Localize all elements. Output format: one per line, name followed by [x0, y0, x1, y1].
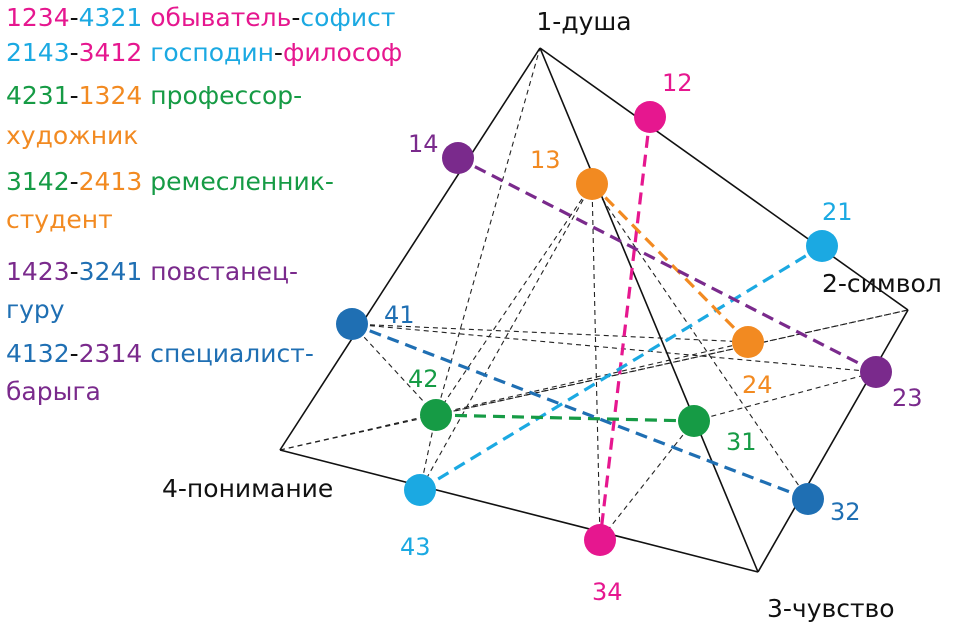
- connection-41-32: [351, 322, 809, 501]
- legend-text: 1324: [79, 81, 143, 110]
- vertex-label-1: 1-душа: [536, 7, 631, 36]
- inner-dashed-line: [351, 323, 437, 416]
- tetrahedron-edge: [279, 449, 759, 573]
- legend-text: 4321: [79, 3, 143, 32]
- legend-text: -: [291, 3, 300, 32]
- legend-line: барыга: [6, 377, 101, 406]
- legend-line: 1234-4321 обыватель-софист: [6, 3, 395, 32]
- legend-text: -: [70, 339, 79, 368]
- inner-dashed-lines: [279, 47, 909, 541]
- point-label-43: 43: [400, 533, 431, 561]
- tetrahedron-edge: [539, 47, 759, 573]
- point-24: [732, 326, 764, 358]
- legend-line: 2143-3412 господин-философ: [6, 38, 402, 67]
- point-label-21: 21: [822, 198, 853, 226]
- legend-text: 4132: [6, 339, 70, 368]
- legend-line: 1423-3241 повстанец-: [6, 257, 298, 286]
- point-label-42: 42: [408, 365, 439, 393]
- point-label-41: 41: [384, 301, 415, 329]
- point-label-14: 14: [408, 130, 439, 158]
- point-13: [576, 168, 608, 200]
- legend-text: 4231: [6, 81, 70, 110]
- point-31: [678, 405, 710, 437]
- connection-12-34: [598, 116, 652, 541]
- legend-text: софист: [300, 3, 395, 32]
- point-21: [806, 230, 838, 262]
- legend-text: гуру: [6, 295, 65, 324]
- point-label-13: 13: [530, 146, 561, 174]
- legend-text: философ: [283, 38, 402, 67]
- legend-text: повстанец-: [142, 257, 298, 286]
- legend-line: 4132-2314 специалист-: [6, 339, 314, 368]
- point-23: [860, 356, 892, 388]
- inner-dashed-line: [591, 183, 809, 500]
- point-label-34: 34: [592, 578, 623, 606]
- legend-text: -: [70, 167, 79, 196]
- legend-text: профессор-: [142, 81, 302, 110]
- legend-line: гуру: [6, 295, 65, 324]
- connection-42-31: [435, 413, 695, 423]
- inner-dashed-line: [693, 371, 877, 422]
- inner-dashed-line: [351, 323, 877, 373]
- point-label-32: 32: [830, 498, 861, 526]
- inner-dashed-line: [599, 420, 695, 541]
- connection-14-23: [457, 156, 877, 374]
- legend-text: 2314: [79, 339, 143, 368]
- tetrahedron-edge: [757, 309, 909, 573]
- point-label-24: 24: [742, 371, 773, 399]
- inner-dashed-line: [279, 341, 749, 451]
- vertex-labels: 1-душа 2-символ 3-чувство 4-понимание: [162, 7, 942, 623]
- legend-text: барыга: [6, 377, 101, 406]
- point-label-12: 12: [662, 69, 693, 97]
- connection-21-43: [419, 244, 823, 492]
- vertex-label-2: 2-символ: [822, 269, 942, 298]
- legend-line: студент: [6, 205, 113, 234]
- point-32: [792, 483, 824, 515]
- inner-dashed-line: [591, 183, 601, 541]
- legend-text: -: [274, 38, 283, 67]
- legend-text: обыватель: [142, 3, 291, 32]
- edge-points: 12 13 14 21 23 24 31 32 34 41 42 43: [336, 69, 923, 606]
- point-14: [442, 142, 474, 174]
- legend-text: студент: [6, 205, 113, 234]
- vertex-label-4: 4-понимание: [162, 474, 333, 503]
- legend-text: -: [70, 257, 79, 286]
- point-12: [634, 101, 666, 133]
- tetrahedron-edge: [539, 47, 909, 311]
- inner-dashed-line: [351, 323, 749, 343]
- pair-connections: [351, 116, 877, 541]
- legend-text: -: [70, 81, 79, 110]
- legend-text: господин: [142, 38, 274, 67]
- legend-text: 2413: [79, 167, 143, 196]
- inner-dashed-line: [435, 47, 541, 416]
- legend-text: 3142: [6, 167, 70, 196]
- legend-line: 3142-2413 ремесленник-: [6, 167, 334, 196]
- legend-line: художник: [6, 121, 138, 150]
- point-42: [420, 399, 452, 431]
- point-34: [584, 524, 616, 556]
- legend-text: 2143: [6, 38, 70, 67]
- legend-text: -: [70, 3, 79, 32]
- legend-text: ремесленник-: [142, 167, 334, 196]
- legend-text: 3241: [79, 257, 143, 286]
- point-41: [336, 308, 368, 340]
- point-43: [404, 474, 436, 506]
- legend-text: 1423: [6, 257, 70, 286]
- legend-line: 4231-1324 профессор-: [6, 81, 302, 110]
- legend-text: -: [70, 38, 79, 67]
- vertex-label-3: 3-чувство: [767, 594, 895, 623]
- inner-dashed-line: [419, 183, 593, 491]
- legend-text: специалист-: [142, 339, 314, 368]
- legend-text: художник: [6, 121, 138, 150]
- legend-text: 3412: [79, 38, 143, 67]
- inner-dashed-line: [435, 183, 593, 416]
- legend-text: 1234: [6, 3, 70, 32]
- tetrahedron-edge: [279, 47, 541, 451]
- tetrahedron-edges: [279, 47, 909, 573]
- point-label-31: 31: [726, 428, 757, 456]
- connection-13-24: [590, 182, 750, 344]
- point-label-23: 23: [892, 384, 923, 412]
